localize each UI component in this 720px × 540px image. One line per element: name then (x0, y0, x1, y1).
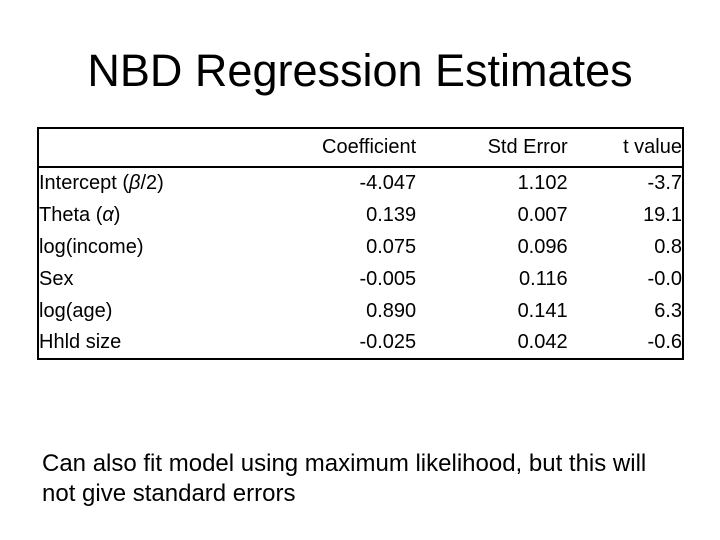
row-label-theta: Theta (α) (39, 203, 121, 226)
row-label-log-income: log(income) (39, 235, 144, 258)
header-coefficient: Coefficient (238, 128, 417, 168)
slide-title: NBD Regression Estimates (87, 45, 633, 96)
t-value: 6.3 (654, 299, 682, 322)
row-label-sex: Sex (39, 267, 74, 290)
row-label-hhld-size: Hhld size (39, 331, 122, 353)
std-error-value: 0.141 (517, 299, 568, 322)
t-value: -0.0 (647, 267, 682, 290)
header-std-error: Std Error (416, 128, 568, 168)
table-row: Hhld size -0.025 0.042 -0.6 (38, 327, 683, 359)
t-value: -3.7 (647, 172, 682, 194)
t-value: 19.1 (643, 203, 682, 226)
table-row: log(age) 0.890 0.141 6.3 (38, 295, 683, 327)
table-row: Intercept (β/2) -4.047 1.102 -3.7 (38, 167, 683, 199)
table-header-row: Coefficient Std Error t value (38, 128, 683, 168)
table-row: Theta (α) 0.139 0.007 19.1 (38, 199, 683, 231)
table-row: Sex -0.005 0.116 -0.0 (38, 263, 683, 295)
coefficient-value: 0.139 (366, 203, 417, 226)
std-error-value: 0.116 (519, 267, 568, 290)
table-row: log(income) 0.075 0.096 0.8 (38, 231, 683, 263)
std-error-value: 0.096 (517, 235, 568, 258)
coefficient-value: 0.075 (366, 235, 417, 258)
note-text: Can also fit model using maximum likelih… (42, 450, 647, 507)
coefficient-value: 0.890 (366, 299, 417, 322)
row-label-log-age: log(age) (39, 299, 113, 322)
header-empty-cell (38, 128, 239, 168)
std-error-value: 0.042 (517, 331, 568, 353)
regression-table: Coefficient Std Error t value Intercept … (37, 127, 684, 360)
t-value: -0.6 (647, 331, 682, 353)
t-value: 0.8 (654, 235, 682, 258)
std-error-value: 0.007 (517, 203, 568, 226)
coefficient-value: -0.025 (359, 331, 417, 353)
coefficient-value: -0.005 (359, 267, 417, 290)
row-label-intercept: Intercept (β/2) (39, 172, 164, 194)
coefficient-value: -4.047 (359, 172, 417, 194)
header-t-value: t value (567, 128, 683, 168)
std-error-value: 1.102 (517, 172, 568, 194)
